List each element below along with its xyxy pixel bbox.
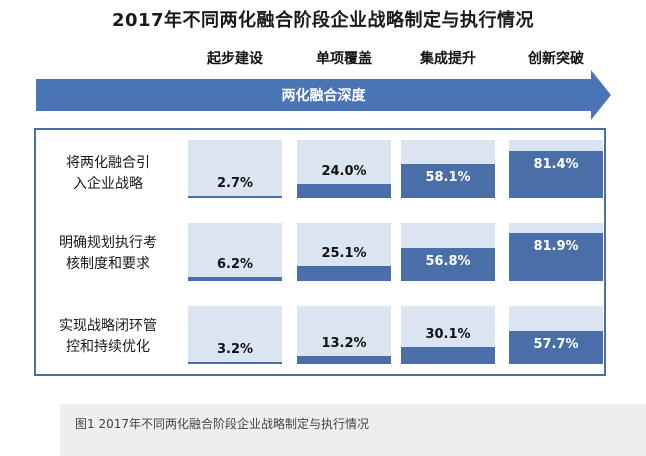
stage-label: 集成提升 xyxy=(420,51,476,67)
bar-value-label: 56.8% xyxy=(425,254,471,269)
bar-fill xyxy=(297,266,391,281)
bar-value-label: 13.2% xyxy=(321,336,367,351)
row-label: 实现战略闭环管 控和持续优化 xyxy=(34,316,182,358)
row-label-line: 入企业战略 xyxy=(73,176,143,192)
bar-fill xyxy=(401,248,495,281)
bar-cell: 58.1% xyxy=(401,140,495,198)
row-label-line: 明确规划执行考 xyxy=(59,235,157,251)
bar-value-label: 6.2% xyxy=(216,257,254,272)
row-label: 明确规划执行考 核制度和要求 xyxy=(34,233,182,275)
row-label-line: 核制度和要求 xyxy=(66,256,150,272)
caption-box: 图1 2017年不同两化融合阶段企业战略制定与执行情况 xyxy=(60,404,646,456)
stage-label: 单项覆盖 xyxy=(316,51,372,67)
bar-cell: 13.2% xyxy=(297,306,391,364)
bar-value-label: 2.7% xyxy=(216,176,254,191)
bar-cell: 25.1% xyxy=(297,223,391,281)
bar-fill xyxy=(188,196,282,198)
bar-cell: 30.1% xyxy=(401,306,495,364)
bar-cell: 24.0% xyxy=(297,140,391,198)
bar-value-label: 25.1% xyxy=(321,246,367,261)
stage-label: 起步建设 xyxy=(207,51,263,67)
bar-value-label: 81.4% xyxy=(533,157,579,172)
bar-fill xyxy=(509,331,603,364)
row-label: 将两化融合引 入企业战略 xyxy=(34,153,182,195)
figure-caption: 图1 2017年不同两化融合阶段企业战略制定与执行情况 xyxy=(75,417,369,431)
bar-fill xyxy=(188,277,282,281)
bar-fill xyxy=(509,233,603,281)
bar-value-label: 81.9% xyxy=(533,239,579,254)
row-label-line: 实现战略闭环管 xyxy=(59,318,157,334)
bar-fill xyxy=(297,184,391,198)
bar-cell: 81.9% xyxy=(509,223,603,281)
bar-fill xyxy=(297,356,391,364)
stage-label: 创新突破 xyxy=(528,51,584,67)
bar-cell: 56.8% xyxy=(401,223,495,281)
bar-value-label: 58.1% xyxy=(425,170,471,185)
row-label-line: 将两化融合引 xyxy=(66,155,150,171)
arrow-shape xyxy=(36,70,611,120)
bar-cell: 57.7% xyxy=(509,306,603,364)
row-label-line: 控和持续优化 xyxy=(66,339,150,355)
depth-arrow: 两化融合深度 xyxy=(36,70,611,120)
bar-cell: 81.4% xyxy=(509,140,603,198)
bar-fill xyxy=(401,164,495,198)
bar-value-label: 57.7% xyxy=(533,337,579,352)
bar-value-label: 3.2% xyxy=(216,342,254,357)
bar-cell: 3.2% xyxy=(188,306,282,364)
bar-fill xyxy=(509,151,603,198)
bar-cell: 6.2% xyxy=(188,223,282,281)
bar-cell: 2.7% xyxy=(188,140,282,198)
arrow-label: 两化融合深度 xyxy=(281,88,366,104)
bar-value-label: 30.1% xyxy=(425,327,471,342)
bar-value-label: 24.0% xyxy=(321,164,367,179)
chart-title: 2017年不同两化融合阶段企业战略制定与执行情况 xyxy=(111,10,535,31)
bar-fill xyxy=(401,347,495,364)
bar-fill xyxy=(188,362,282,364)
